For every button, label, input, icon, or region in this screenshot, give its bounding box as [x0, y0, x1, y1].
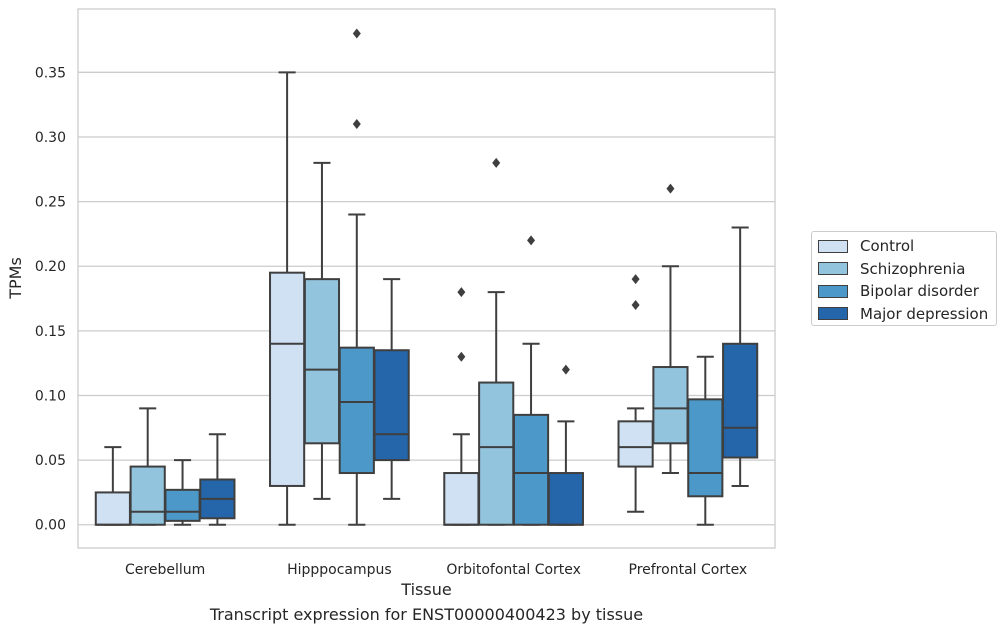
legend-label: Major depression — [860, 304, 989, 323]
x-tick-label: Hipppocampus — [287, 562, 392, 578]
outlier-point — [352, 119, 361, 130]
figure-caption: Transcript expression for ENST0000040042… — [209, 605, 644, 624]
y-tick-label: 0.00 — [35, 518, 66, 534]
outlier-point — [561, 364, 570, 375]
y-tick-label: 0.20 — [35, 259, 66, 275]
outlier-point — [666, 183, 675, 194]
grid-lines — [78, 71, 775, 526]
y-axis-label: TPMs — [6, 257, 25, 300]
box — [269, 271, 306, 487]
y-tick-label: 0.05 — [35, 453, 66, 469]
y-tick-label: 0.35 — [35, 65, 66, 81]
outlier-point — [352, 28, 361, 39]
box — [373, 349, 410, 462]
outlier-point — [631, 299, 640, 310]
legend-swatch — [818, 262, 848, 276]
y-tick-label: 0.15 — [35, 324, 66, 340]
boxes-group — [94, 28, 759, 526]
y-tick-labels: 0.00 0.05 0.10 0.15 0.20 0.25 0.30 0.35 — [35, 65, 66, 533]
box — [164, 488, 201, 522]
legend-swatch — [818, 284, 848, 298]
x-tick-labels: Cerebellum Hipppocampus Orbitofontal Corte… — [125, 562, 747, 578]
outlier-point — [457, 351, 466, 362]
box — [129, 465, 166, 526]
legend-swatch — [818, 307, 848, 321]
legend-item: Control — [818, 235, 996, 258]
legend-label: Schizophrenia — [860, 259, 966, 278]
box — [303, 278, 341, 445]
plot-frame — [77, 8, 776, 549]
box — [722, 342, 759, 459]
box — [547, 472, 584, 526]
box — [687, 398, 724, 498]
legend-swatch — [818, 239, 848, 253]
box — [443, 472, 480, 526]
box — [512, 413, 550, 526]
x-tick-label: Cerebellum — [125, 562, 205, 578]
y-tick-label: 0.10 — [35, 388, 66, 404]
outlier-point — [527, 235, 536, 246]
y-tick-label: 0.30 — [35, 130, 66, 146]
x-axis-label: Tissue — [400, 580, 451, 599]
y-tick-label: 0.25 — [35, 195, 66, 211]
x-tick-label: Prefrontal Cortex — [629, 562, 748, 578]
box — [652, 366, 689, 445]
legend-item: Schizophrenia — [818, 258, 996, 281]
box — [478, 381, 515, 526]
legend-label: Bipolar disorder — [860, 282, 979, 301]
legend-label: Control — [860, 237, 915, 256]
outlier-point — [457, 287, 466, 298]
box — [617, 420, 654, 468]
outlier-point — [631, 274, 640, 285]
x-tick-label: Orbitofontal Cortex — [446, 562, 581, 578]
box — [338, 346, 375, 475]
legend-item: Major depression — [818, 303, 996, 326]
legend: Control Schizophrenia Bipolar disorder Majo… — [811, 231, 997, 326]
legend-item: Bipolar disorder — [818, 280, 996, 303]
box — [94, 491, 131, 526]
outlier-point — [492, 157, 501, 168]
